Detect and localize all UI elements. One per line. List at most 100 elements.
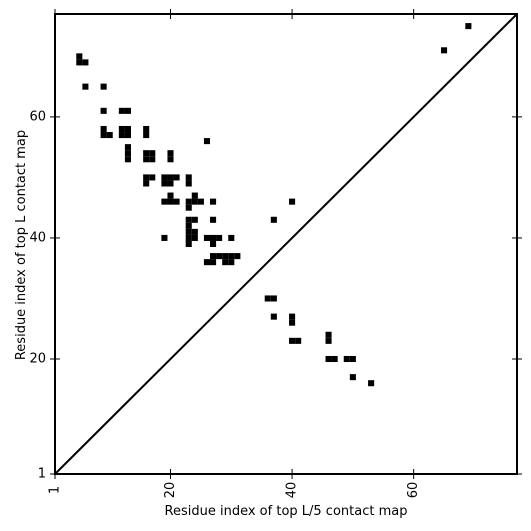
- x-tick-label: 1: [48, 486, 63, 494]
- contact-cell: [100, 83, 107, 90]
- contact-cell: [124, 150, 131, 157]
- contact-cell: [167, 192, 174, 199]
- contact-cell: [203, 259, 211, 266]
- contact-cell: [161, 180, 168, 187]
- contact-cell: [228, 253, 235, 260]
- contact-cell: [191, 216, 198, 223]
- contact-cell: [149, 174, 156, 181]
- contact-cell: [210, 198, 217, 205]
- x-axis-label: Residue index of top L/5 contact map: [165, 504, 408, 519]
- contact-cell: [270, 216, 277, 223]
- contact-cell: [161, 198, 168, 205]
- contact-cell: [167, 198, 174, 205]
- axis-ticks: [50, 9, 522, 479]
- contact-cell: [216, 253, 223, 260]
- contact-cell: [210, 253, 217, 260]
- contact-cell: [289, 337, 296, 344]
- contact-cell: [76, 59, 83, 66]
- contact-cell: [124, 156, 131, 163]
- contact-cell: [76, 53, 83, 60]
- contact-cell: [185, 174, 192, 181]
- contact-cell: [210, 240, 217, 248]
- contact-cell: [216, 234, 223, 241]
- x-tick-label: 40: [285, 482, 300, 499]
- contact-cell: [289, 319, 296, 326]
- contact-cell: [167, 150, 174, 157]
- contact-cell: [143, 156, 150, 163]
- y-tick-label: 1: [38, 467, 46, 482]
- y-tick-label: 60: [29, 109, 46, 124]
- contact-cell: [118, 125, 125, 133]
- contact-cell: [185, 222, 192, 229]
- contact-cell: [465, 23, 472, 30]
- contact-cell: [228, 259, 235, 266]
- contact-cell: [222, 259, 229, 266]
- contact-cell: [331, 355, 338, 363]
- contact-cell: [167, 174, 174, 181]
- contact-cell: [143, 125, 150, 133]
- contact-cell: [349, 374, 356, 381]
- contact-cell: [143, 150, 150, 157]
- contact-cell: [173, 174, 180, 181]
- contact-cell: [161, 174, 168, 181]
- contact-cell: [210, 216, 217, 223]
- contact-cell: [118, 132, 125, 139]
- contact-cell: [118, 107, 125, 114]
- contact-cell: [270, 295, 277, 302]
- x-tick-label: 60: [406, 482, 421, 499]
- contact-cell: [167, 156, 174, 163]
- axis-tick-labels: 1 20 40 60 1 20 40 60: [29, 109, 421, 498]
- contact-cell: [203, 234, 211, 241]
- x-tick-label: 20: [163, 482, 178, 499]
- contact-cell: [173, 198, 180, 205]
- contact-cell: [82, 59, 89, 66]
- contact-cell: [368, 380, 375, 387]
- contact-cell: [143, 132, 150, 139]
- contact-cell: [185, 234, 192, 241]
- contact-cell: [100, 125, 107, 133]
- contact-cell: [185, 216, 192, 223]
- contact-cell: [234, 253, 241, 260]
- contact-cell: [185, 204, 192, 211]
- contact-cell: [210, 259, 217, 266]
- contact-cell: [143, 180, 150, 187]
- contact-cell: [82, 83, 89, 90]
- contact-cells: [76, 23, 472, 387]
- contact-cell: [203, 138, 211, 145]
- y-tick-label: 20: [29, 352, 46, 367]
- contact-cell: [100, 132, 107, 139]
- plot-frame: [54, 13, 518, 475]
- contact-cell: [325, 337, 332, 344]
- contact-cell: [191, 234, 198, 241]
- contact-cell: [197, 198, 204, 205]
- contact-cell: [191, 198, 198, 205]
- contact-cell: [185, 240, 192, 248]
- contact-cell: [264, 295, 271, 302]
- contact-cell: [143, 174, 150, 181]
- contact-cell: [289, 313, 296, 320]
- y-tick-label: 40: [29, 230, 46, 245]
- contact-cell: [185, 198, 192, 205]
- contact-cell: [325, 355, 332, 363]
- y-axis-label: Residue index of top L contact map: [14, 130, 29, 360]
- contact-cell: [289, 198, 296, 205]
- contact-cell: [222, 253, 229, 260]
- contact-cell: [270, 313, 277, 320]
- contact-cell: [349, 355, 356, 363]
- contact-cell: [124, 107, 131, 114]
- contact-cell: [191, 192, 198, 199]
- contact-cell: [185, 180, 192, 187]
- contact-cell: [149, 150, 156, 157]
- contact-cell: [124, 144, 131, 151]
- contact-cell: [106, 132, 113, 139]
- contact-cell: [325, 331, 332, 338]
- contact-cell: [228, 234, 235, 241]
- contact-cell: [185, 228, 192, 235]
- contact-cell: [295, 337, 302, 344]
- contact-cell: [441, 47, 448, 54]
- contact-cell: [100, 107, 107, 114]
- contact-cell: [343, 355, 350, 363]
- contact-cell: [191, 228, 198, 235]
- contact-cell: [161, 234, 168, 241]
